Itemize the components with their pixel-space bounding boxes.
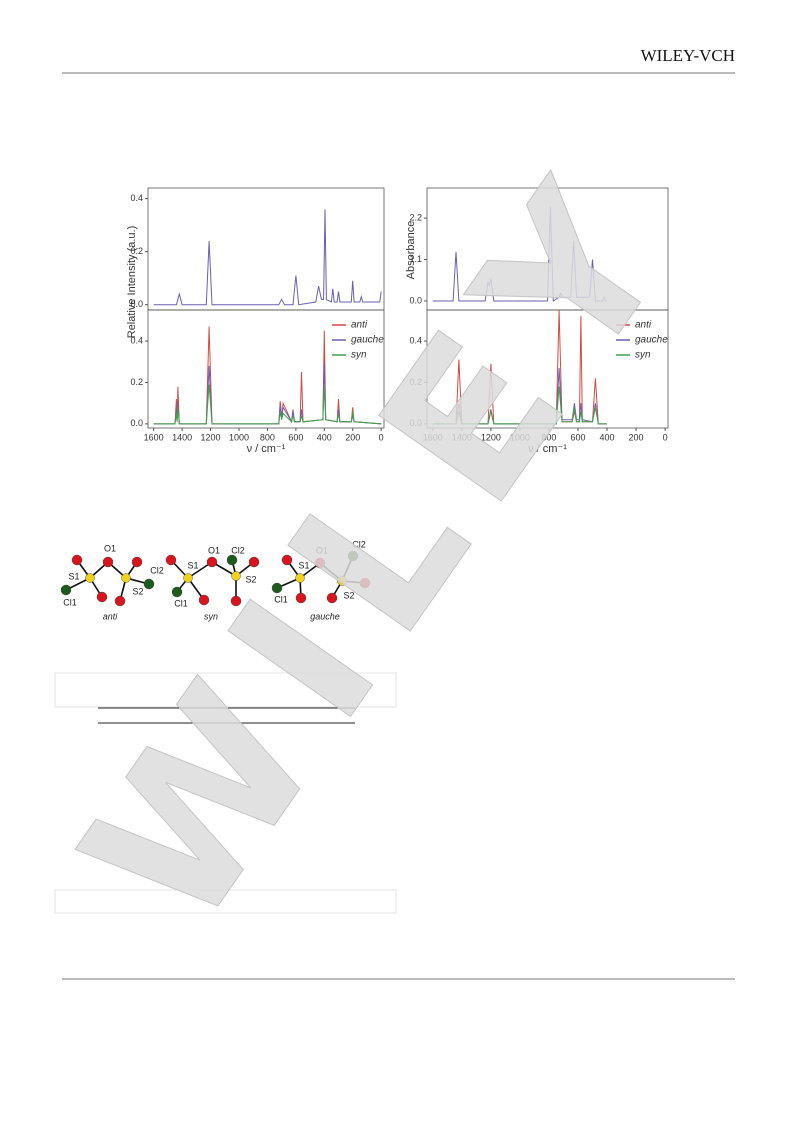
spectrum-line [153, 384, 382, 425]
atom [314, 557, 326, 569]
y-tick-label: 0.0 [130, 418, 143, 428]
atom [131, 556, 143, 568]
atom [165, 554, 177, 566]
plot-frame [147, 309, 385, 429]
x-tick-label: 600 [570, 432, 585, 442]
y-tick-label: 1.1 [409, 254, 422, 264]
x-tick-label: 1000 [229, 432, 249, 442]
atom [230, 595, 242, 607]
atom-label: Cl2 [231, 545, 245, 555]
x-tick-label: 400 [317, 432, 332, 442]
legend-label: anti [351, 320, 368, 331]
atom-label: O1 [316, 545, 328, 555]
x-tick-label: 400 [600, 432, 615, 442]
atom [326, 592, 338, 604]
empty-box [54, 889, 397, 914]
atom-label: O1 [104, 543, 116, 553]
publisher-logo: WILEY-VCH [641, 46, 735, 65]
x-tick-label: 200 [629, 432, 644, 442]
y-tick-label: 0.0 [409, 295, 422, 305]
atom-label: S2 [343, 590, 354, 600]
atom [102, 556, 114, 568]
spectrum-line [153, 209, 382, 306]
y-tick-label: 2.2 [409, 212, 422, 222]
conformer-label: gauche [310, 611, 340, 621]
legend-label: anti [635, 320, 652, 331]
x-tick-label: 1600 [144, 432, 164, 442]
atom [231, 571, 241, 581]
atom [96, 591, 108, 603]
atom [171, 586, 183, 598]
atom [248, 556, 260, 568]
y-axis-label: Absorbance [405, 221, 417, 280]
atom [347, 550, 359, 562]
x-tick-label: 1400 [452, 432, 472, 442]
x-tick-label: 0 [663, 432, 668, 442]
y-tick-label: 0.2 [409, 377, 422, 387]
plot-frame [426, 309, 669, 429]
legend-label: syn [635, 350, 651, 361]
atom [85, 573, 95, 583]
legend-label: syn [351, 350, 367, 361]
spectrum-line [432, 206, 607, 302]
x-axis-label: ν / cm⁻¹ [247, 443, 286, 455]
y-axis-label: Relative Intensity (a.u.) [126, 226, 138, 339]
conformer-label: anti [103, 611, 119, 621]
atom [226, 554, 238, 566]
atom-label: S1 [68, 571, 79, 581]
y-tick-label: 0.4 [130, 335, 143, 345]
atom [359, 577, 371, 589]
x-tick-label: 0 [379, 432, 384, 442]
atom [271, 582, 283, 594]
y-tick-label: 0.4 [130, 193, 143, 203]
atom [295, 592, 307, 604]
atom-label: S1 [187, 560, 198, 570]
legend-label: gauche [635, 335, 668, 346]
x-tick-label: 600 [288, 432, 303, 442]
atom-label: Cl1 [274, 594, 288, 604]
x-axis-label: ν / cm⁻¹ [528, 443, 567, 455]
x-tick-label: 800 [541, 432, 556, 442]
empty-box [54, 672, 397, 708]
y-tick-label: 0.0 [409, 418, 422, 428]
y-tick-label: 0.0 [130, 299, 143, 309]
x-tick-label: 1400 [172, 432, 192, 442]
atom-label: S2 [245, 574, 256, 584]
atom [198, 594, 210, 606]
x-tick-label: 800 [260, 432, 275, 442]
atom-label: O1 [208, 545, 220, 555]
atom [143, 578, 155, 590]
y-tick-label: 0.2 [130, 246, 143, 256]
atom [71, 554, 83, 566]
atom [337, 576, 347, 586]
legend-label: gauche [351, 335, 384, 346]
atom [121, 573, 131, 583]
atom [295, 573, 305, 583]
x-tick-label: 1600 [423, 432, 443, 442]
atom [183, 573, 193, 583]
x-tick-label: 200 [345, 432, 360, 442]
atom [60, 584, 72, 596]
atom-label: Cl1 [174, 598, 188, 608]
conformer-label: syn [204, 611, 218, 621]
y-tick-label: 0.4 [409, 335, 422, 345]
atom-label: Cl2 [352, 539, 366, 549]
atom-label: S1 [298, 560, 309, 570]
atom [206, 556, 218, 568]
molecule-diagram: O1 S1 S2 Cl1 Cl2 anti O1 S1 S2 Cl1 Cl2 syn O1 S1 S2 Cl1… [60, 539, 371, 621]
atom [114, 595, 126, 607]
x-tick-label: 1200 [201, 432, 221, 442]
atom-label: Cl2 [150, 565, 164, 575]
y-tick-label: 0.2 [130, 377, 143, 387]
spectrum-line [432, 386, 607, 425]
atom-label: S2 [132, 586, 143, 596]
atom [281, 554, 293, 566]
atom-label: Cl1 [63, 597, 77, 607]
x-tick-label: 1200 [481, 432, 501, 442]
x-tick-label: 1000 [510, 432, 530, 442]
